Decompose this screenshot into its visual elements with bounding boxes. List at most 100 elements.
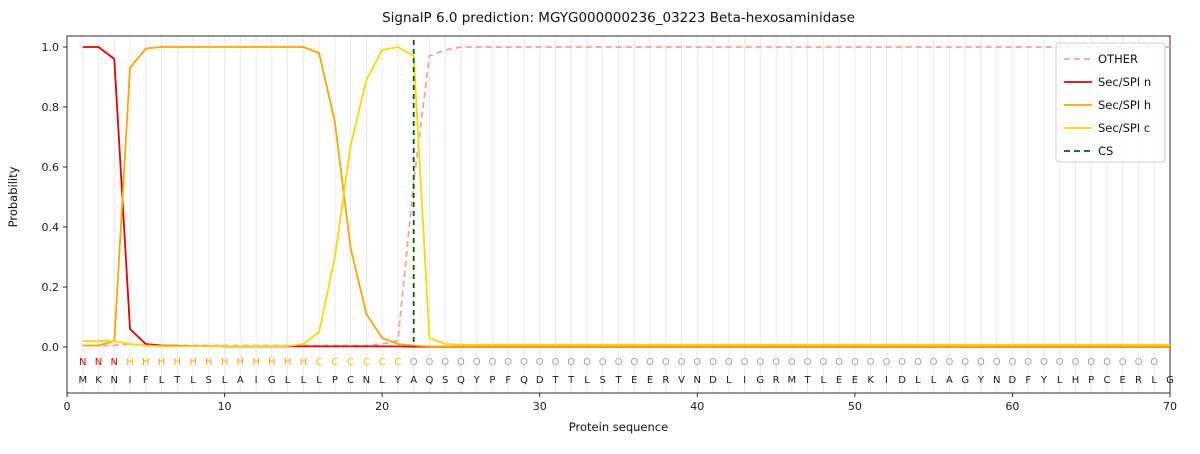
region-label-letter: O <box>567 357 575 368</box>
region-label-letter: O <box>473 357 481 368</box>
x-tick-label: 50 <box>848 400 862 413</box>
region-label-letter: O <box>425 357 433 368</box>
region-label-letter: H <box>268 357 276 368</box>
region-label-letter: N <box>79 357 86 368</box>
series-sec-spi-c-line <box>82 46 1170 347</box>
y-tick-label: 0.0 <box>42 341 60 354</box>
residue-letter: Q <box>425 375 433 386</box>
chart-title: SignalP 6.0 prediction: MGYG000000236_03… <box>382 10 855 26</box>
residue-letter: G <box>961 375 969 386</box>
region-label-letter: H <box>237 357 245 368</box>
y-tick-label: 0.6 <box>42 161 60 174</box>
residue-letter: T <box>804 375 812 386</box>
region-label-letter: O <box>835 357 843 368</box>
region-label-letter: N <box>111 357 118 368</box>
y-axis-label: Probability <box>6 166 20 227</box>
residue-letter: Y <box>1040 375 1048 386</box>
region-label-letter: O <box>520 357 528 368</box>
residue-letter: N <box>111 375 118 386</box>
residue-letter: E <box>631 375 637 386</box>
region-label-letter: H <box>284 357 292 368</box>
residue-letter: M <box>78 375 87 386</box>
residue-letter: L <box>190 375 196 386</box>
residue-letter: L <box>159 375 165 386</box>
residue-letter: P <box>332 375 338 386</box>
legend-label: CS <box>1098 144 1113 158</box>
region-label-letter: O <box>599 357 607 368</box>
residue-letter: M <box>787 375 796 386</box>
region-label-letter: O <box>630 357 638 368</box>
region-label-letter: H <box>126 357 134 368</box>
region-label-letter: O <box>1056 357 1064 368</box>
y-tick-label: 0.2 <box>42 281 60 294</box>
residue-letter: S <box>600 375 606 386</box>
residue-letter: L <box>931 375 937 386</box>
residue-letter: Q <box>457 375 465 386</box>
residue-letter: R <box>773 375 780 386</box>
residue-letter: G <box>756 375 764 386</box>
region-label-letter: O <box>536 357 544 368</box>
region-label-letter: O <box>961 357 969 368</box>
region-label-letter: O <box>804 357 812 368</box>
residue-letter: E <box>852 375 858 386</box>
residue-letter: Y <box>394 375 402 386</box>
residue-letter: E <box>647 375 653 386</box>
y-tick-label: 1.0 <box>42 41 60 54</box>
residue-letter: C <box>347 375 354 386</box>
residue-letter: K <box>867 375 874 386</box>
residue-letter: L <box>1151 375 1157 386</box>
region-label-letter: O <box>615 357 623 368</box>
y-tick-label: 0.4 <box>42 221 60 234</box>
region-label-letter: O <box>678 357 686 368</box>
region-label-letter: O <box>646 357 654 368</box>
residue-letter: Y <box>977 375 985 386</box>
residue-letter: D <box>1009 375 1017 386</box>
region-label-letter: O <box>583 357 591 368</box>
region-label-letter: O <box>552 357 560 368</box>
region-label-letter: O <box>819 357 827 368</box>
legend-label: Sec/SPI n <box>1098 75 1151 89</box>
region-label-letter: O <box>488 357 496 368</box>
x-tick-label: 20 <box>375 400 389 413</box>
residue-letter: Y <box>473 375 481 386</box>
region-label-letter: C <box>379 357 386 368</box>
region-label-letter: O <box>788 357 796 368</box>
region-label-letter: O <box>1103 357 1111 368</box>
residue-letter: L <box>584 375 590 386</box>
x-tick-label: 40 <box>690 400 704 413</box>
residue-letter: I <box>885 375 888 386</box>
region-label-letter: H <box>252 357 260 368</box>
residue-letter: D <box>536 375 544 386</box>
region-label-letter: H <box>174 357 182 368</box>
region-label-letter: C <box>363 357 370 368</box>
residue-letter: N <box>363 375 370 386</box>
legend-label: Sec/SPI c <box>1098 121 1150 135</box>
residue-letter: L <box>379 375 385 386</box>
residue-letter: A <box>946 375 953 386</box>
residue-letter: K <box>95 375 102 386</box>
plot-border <box>66 35 1171 394</box>
residue-letter: L <box>915 375 921 386</box>
legend-label: OTHER <box>1098 52 1138 66</box>
residue-letter: T <box>551 375 559 386</box>
region-label-letter: O <box>914 357 922 368</box>
series-sec-spi-h-line <box>82 46 1170 348</box>
residue-letter: F <box>1025 375 1031 386</box>
x-tick-label: 70 <box>1163 400 1177 413</box>
residue-letter: S <box>442 375 448 386</box>
residue-letter: L <box>1057 375 1063 386</box>
residue-letter: I <box>255 375 258 386</box>
residue-letter: D <box>898 375 906 386</box>
residue-letter: S <box>206 375 212 386</box>
region-label-letter: O <box>441 357 449 368</box>
region-label-letter: O <box>725 357 733 368</box>
residue-letter: I <box>129 375 132 386</box>
region-label-letter: O <box>993 357 1001 368</box>
residue-letter: P <box>489 375 495 386</box>
residue-letter: L <box>301 375 307 386</box>
region-label-letter: O <box>851 357 859 368</box>
region-label-letter: O <box>709 357 717 368</box>
residue-letter: Q <box>520 375 528 386</box>
